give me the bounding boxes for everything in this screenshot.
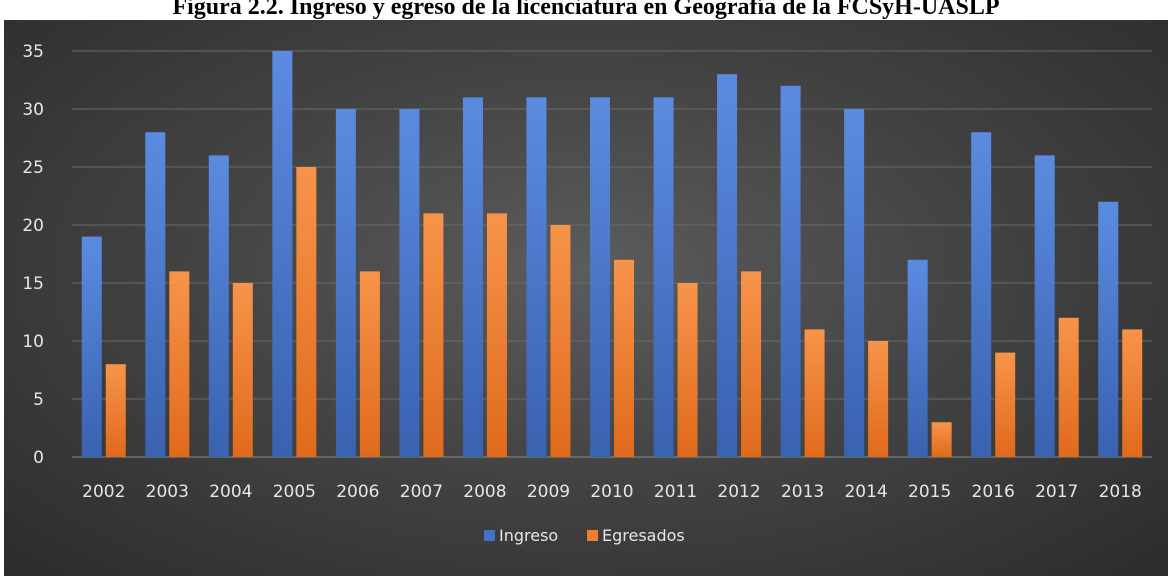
x-tick-label: 2009 (527, 482, 570, 502)
y-tick-label: 5 (33, 390, 44, 410)
y-tick-label: 30 (22, 100, 44, 120)
bar-ingreso-2008 (462, 97, 483, 458)
bar-egresados-2007 (423, 213, 444, 457)
bar-ingreso-2014 (844, 109, 865, 457)
x-tick-label: 2018 (1099, 482, 1142, 502)
chart-title: Figura 2.2. Ingreso y egreso de la licen… (172, 0, 1000, 20)
x-tick-label: 2014 (844, 482, 887, 502)
bar-egresados-2006 (359, 271, 380, 457)
y-tick-label: 10 (22, 332, 44, 352)
bar-ingreso-2011 (653, 97, 674, 458)
bar-ingreso-2017 (1034, 155, 1055, 457)
bar-egresados-2011 (677, 283, 698, 457)
x-tick-label: 2007 (400, 482, 443, 502)
x-tick-label: 2004 (209, 482, 252, 502)
bar-egresados-2018 (1122, 329, 1143, 457)
bar-egresados-2014 (868, 341, 889, 457)
y-tick-label: 20 (22, 216, 44, 236)
x-tick-label: 2003 (146, 482, 189, 502)
bar-ingreso-2013 (780, 85, 801, 458)
bar-ingreso-2016 (971, 132, 992, 457)
x-tick-label: 2013 (781, 482, 824, 502)
bar-egresados-2003 (169, 271, 190, 457)
bar-egresados-2012 (741, 271, 762, 457)
legend: Ingreso Egresados (484, 526, 685, 545)
bar-ingreso-2012 (717, 74, 738, 457)
legend-swatch-egresados (587, 530, 598, 541)
bar-egresados-2005 (296, 167, 317, 457)
bar-ingreso-2002 (81, 236, 102, 457)
bar-egresados-2009 (550, 225, 571, 457)
x-tick-label: 2008 (463, 482, 506, 502)
x-tick-label: 2010 (590, 482, 633, 502)
bar-egresados-2013 (804, 329, 825, 457)
x-tick-label: 2015 (908, 482, 951, 502)
bar-egresados-2015 (931, 422, 952, 457)
bar-egresados-2002 (105, 364, 126, 457)
bar-egresados-2017 (1058, 317, 1079, 457)
x-tick-label: 2006 (336, 482, 379, 502)
x-tick-label: 2016 (972, 482, 1015, 502)
bar-ingreso-2006 (335, 109, 356, 457)
x-tick-label: 2002 (82, 482, 125, 502)
y-tick-label: 25 (22, 158, 44, 178)
bar-ingreso-2009 (526, 97, 547, 458)
bar-ingreso-2010 (590, 97, 610, 458)
bar-ingreso-2015 (907, 259, 928, 457)
y-tick-label: 15 (22, 274, 44, 294)
legend-swatch-ingreso (484, 530, 495, 541)
y-tick-label: 35 (22, 42, 44, 62)
x-tick-label: 2012 (717, 482, 760, 502)
bar-ingreso-2007 (399, 109, 420, 457)
bar-ingreso-2003 (145, 132, 166, 457)
x-axis-ticks: 2002 2003 2004 2005 2006 2007 2008 2009 2010 2011… (82, 482, 1142, 502)
bar-ingreso-2005 (272, 51, 293, 457)
bar-egresados-2008 (486, 213, 507, 457)
bars (81, 51, 1143, 458)
x-tick-label: 2017 (1035, 482, 1078, 502)
bar-egresados-2010 (614, 259, 634, 457)
bar-egresados-2004 (232, 283, 253, 457)
y-tick-label: 0 (33, 448, 44, 468)
chart-area: 0 5 10 15 20 25 30 35 2002 2003 2004 2005 2006 2007 2… (4, 20, 1168, 576)
bar-ingreso-2018 (1098, 201, 1119, 457)
y-axis-ticks: 0 5 10 15 20 25 30 35 (22, 42, 44, 468)
bar-egresados-2016 (995, 352, 1016, 457)
bar-ingreso-2004 (208, 155, 229, 457)
legend-label-ingreso: Ingreso (499, 526, 558, 545)
x-tick-label: 2011 (654, 482, 697, 502)
x-tick-label: 2005 (273, 482, 316, 502)
legend-label-egresados: Egresados (602, 526, 685, 545)
